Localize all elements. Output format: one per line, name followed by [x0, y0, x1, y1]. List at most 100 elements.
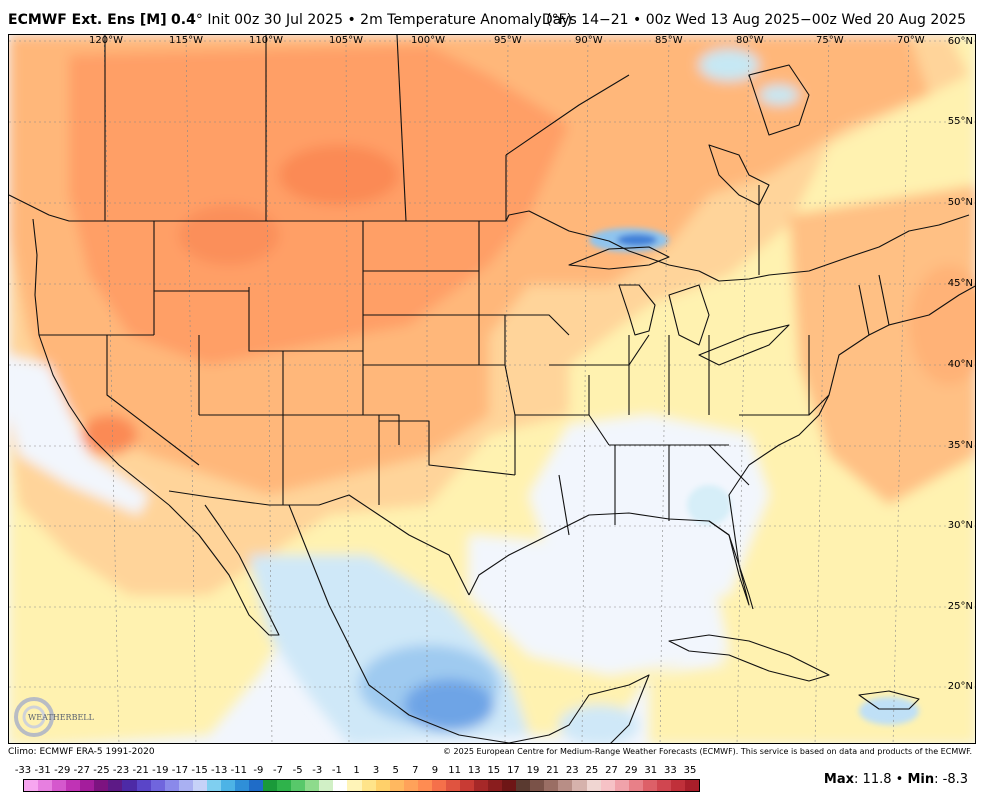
colorbar-swatch [558, 780, 573, 791]
colorbar-swatch [249, 780, 264, 791]
colorbar-tick-label: -25 [93, 765, 110, 776]
colorbar-tick-label: -21 [132, 765, 149, 776]
colorbar-tick-label: -7 [273, 765, 284, 776]
political-boundaries [9, 35, 975, 743]
max-value: : 11.8 [854, 772, 892, 787]
lon-label: 85°W [655, 35, 683, 46]
lat-label: 20°N [947, 681, 973, 692]
colorbar-swatch [445, 780, 460, 791]
lat-label: 35°N [947, 440, 973, 451]
colorbar-tick-label: 3 [372, 765, 380, 776]
colorbar-tick-label: 29 [624, 765, 638, 776]
colorbar-swatch [192, 780, 207, 791]
colorbar-tick-label: -9 [253, 765, 264, 776]
lat-label: 60°N [947, 36, 973, 47]
colorbar-tick-label: 11 [448, 765, 461, 776]
colorbar-tick-label: 33 [664, 765, 677, 776]
colorbar-tick-label: -33 [14, 765, 32, 776]
colorbar-swatch [389, 780, 404, 791]
lat-label: 55°N [947, 116, 973, 127]
colorbar-swatch [234, 780, 249, 791]
colorbar-swatch [164, 780, 179, 791]
colorbar-swatch [600, 780, 615, 791]
max-label: Max [823, 772, 855, 787]
climo-note: Climo: ECMWF ERA-5 1991-2020 [8, 747, 155, 757]
lat-label: 50°N [947, 197, 973, 208]
colorbar-swatch [38, 780, 53, 791]
colorbar-tick-label: 15 [487, 765, 501, 776]
colorbar-swatch [94, 780, 109, 791]
colorbar-swatch [277, 780, 292, 791]
colorbar-swatch [122, 780, 137, 791]
graticule [9, 35, 975, 743]
colorbar-tick-label: 1 [353, 765, 360, 776]
logo-text: WEATHERBELL [28, 713, 95, 722]
colorbar-tick-label: 5 [392, 765, 399, 776]
lat-label: 30°N [947, 520, 973, 531]
colorbar-swatch [52, 780, 67, 791]
lon-label: 95°W [494, 35, 522, 46]
colorbar-tick-label: 9 [431, 765, 439, 776]
weatherbell-logo: WEATHERBELL [14, 697, 95, 737]
colorbar-tick-label: -1 [331, 765, 342, 776]
colorbar-tick-label: 27 [605, 765, 618, 776]
colorbar-tick-label: -29 [54, 765, 71, 776]
colorbar-tick-label: 19 [526, 765, 540, 776]
colorbar-swatch [361, 780, 376, 791]
colorbar-tick-label: 35 [683, 765, 697, 776]
colorbar-tick-label: 31 [644, 765, 658, 776]
colorbar-swatch [516, 780, 531, 791]
map-title: ECMWF Ext. Ens [M] 0.4° Init 00z 30 Jul … [8, 12, 573, 28]
lon-label: 120°W [89, 35, 123, 46]
colorbar-tick-label: -11 [230, 765, 247, 776]
colorbar-swatch [530, 780, 545, 791]
colorbar-swatch [544, 780, 559, 791]
colorbar-swatch [66, 780, 81, 791]
colorbar-tick-label: -23 [112, 765, 130, 776]
colorbar-tick-label: 23 [565, 765, 579, 776]
colorbar-tick-label: -13 [211, 765, 228, 776]
colorbar-swatch [80, 780, 95, 791]
colorbar-swatch [502, 780, 517, 791]
colorbar-swatch [488, 780, 503, 791]
colorbar-tick-label: -3 [312, 765, 323, 776]
colorbar-swatch [403, 780, 418, 791]
colorbar-tick-label: 21 [546, 765, 560, 776]
colorbar-tick-label: -31 [34, 765, 51, 776]
colorbar-swatch [178, 780, 193, 791]
colorbar-swatch [206, 780, 221, 791]
colorbar-swatch [628, 780, 643, 791]
colorbar-swatch [347, 780, 362, 791]
lon-label: 110°W [249, 35, 283, 46]
colorbar-swatch [417, 780, 432, 791]
lat-label: 40°N [947, 359, 973, 370]
colorbar-swatch [656, 780, 671, 791]
map-canvas [9, 35, 975, 743]
lon-label: 90°W [575, 35, 603, 46]
colorbar-tick-label: 7 [412, 765, 419, 776]
colorbar-swatch [642, 780, 657, 791]
colorbar-swatch [108, 780, 123, 791]
variable-name: 2m Temperature Anomaly (°F) [360, 12, 573, 28]
min-value: : -8.3 [934, 772, 968, 787]
colorbar-swatch [459, 780, 474, 791]
colorbar-tick-label: 13 [467, 765, 481, 776]
init-time: Init 00z 30 Jul 2025 [207, 12, 343, 28]
colorbar-swatch [614, 780, 629, 791]
colorbar-swatch [670, 780, 685, 791]
lat-label: 25°N [947, 601, 973, 612]
colorbar-swatch [333, 780, 348, 791]
colorbar [23, 779, 700, 792]
copyright-note: © 2025 European Centre for Medium-Range … [443, 747, 972, 756]
colorbar-swatch [319, 780, 334, 791]
colorbar-swatch [375, 780, 390, 791]
colorbar-tick-label: -27 [73, 765, 91, 776]
temperature-anomaly-map: 120°W 115°W 110°W 105°W 100°W 95°W 90°W … [8, 34, 976, 744]
colorbar-tick-label: -17 [171, 765, 189, 776]
lon-label: 70°W [897, 35, 925, 46]
lon-label: 75°W [816, 35, 844, 46]
colorbar-tick-label: 25 [585, 765, 599, 776]
colorbar-swatch [305, 780, 320, 791]
valid-period: Days 14−21 • 00z Wed 13 Aug 2025−00z Wed… [541, 12, 966, 28]
lat-label: 45°N [947, 278, 973, 289]
